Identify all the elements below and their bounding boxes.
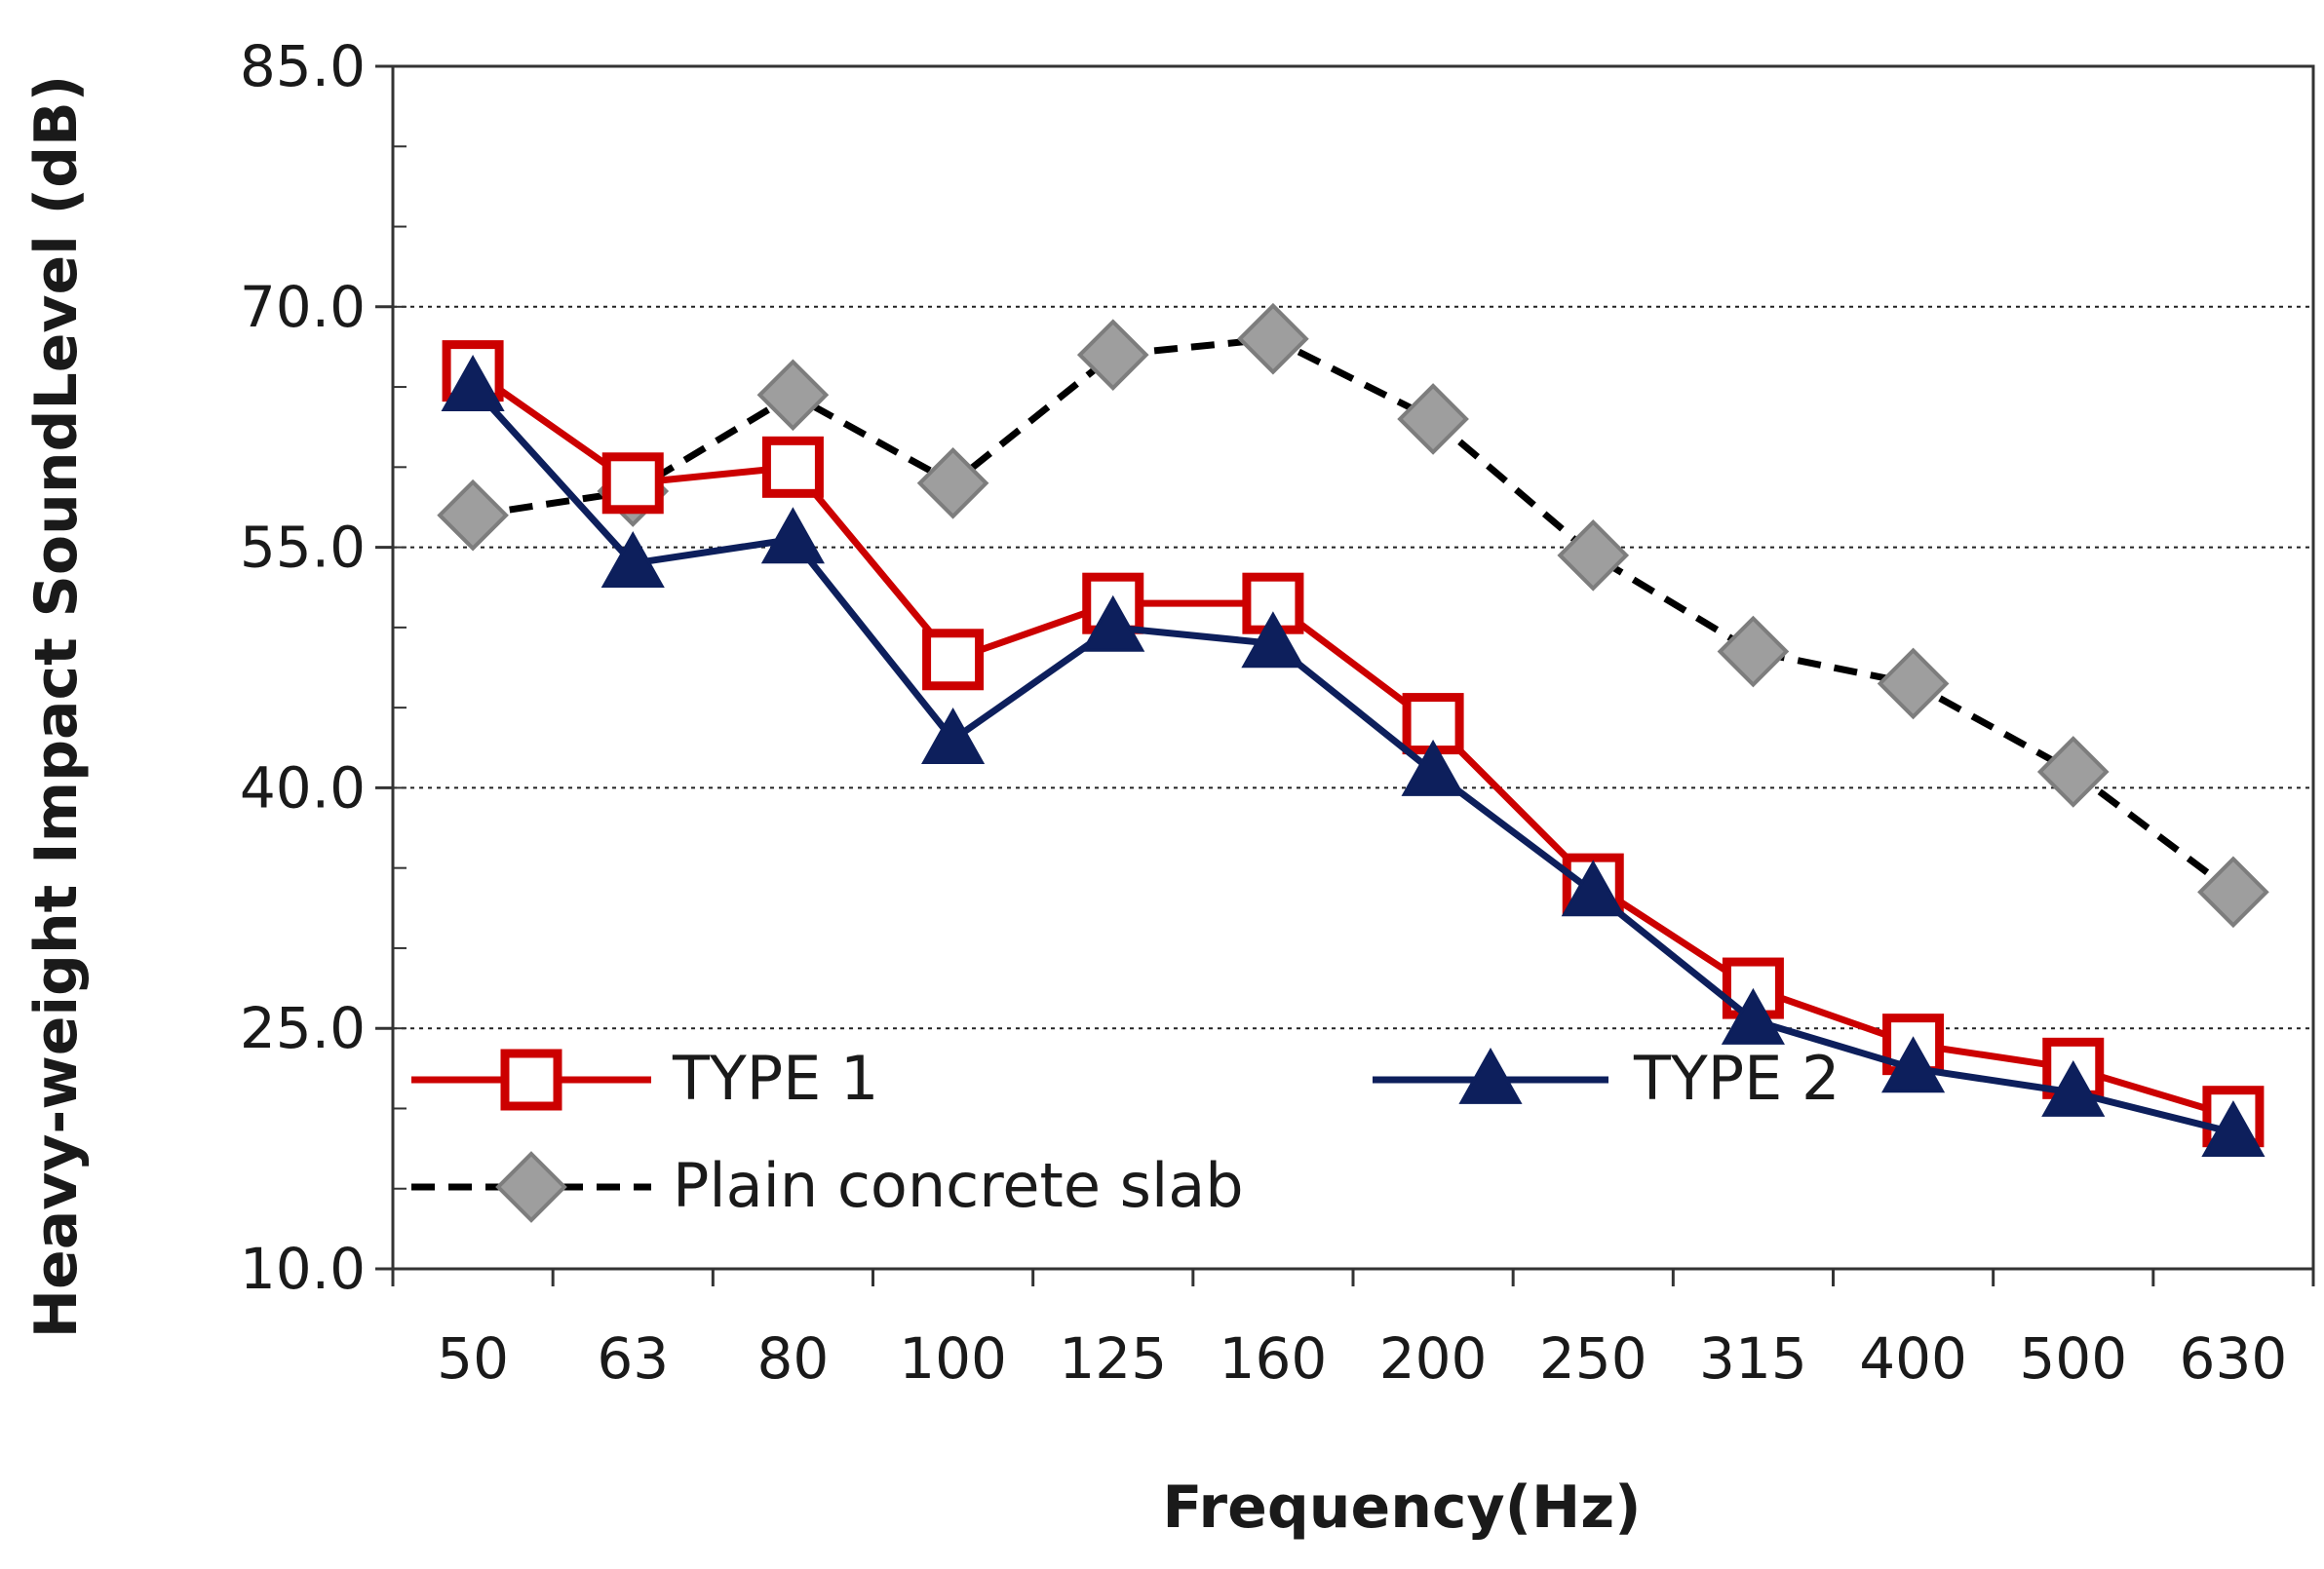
legend-item: TYPE 2 [1373, 1043, 1840, 1114]
legend-label: TYPE 2 [1633, 1043, 1840, 1114]
data-point [2041, 1059, 2106, 1117]
x-tick-label: 100 [899, 1325, 1007, 1392]
data-point [600, 530, 665, 588]
series [437, 302, 2269, 1158]
series-line [472, 335, 2236, 896]
y-tick-label: 55.0 [240, 515, 366, 581]
x-tick-label: 50 [437, 1325, 509, 1392]
series-2 [437, 302, 2269, 929]
data-point [437, 478, 509, 552]
legend-marker [500, 1049, 562, 1111]
data-point [1557, 518, 1630, 592]
data-point [1237, 302, 1309, 375]
data-point [2197, 856, 2269, 929]
y-tick-label: 85.0 [240, 33, 366, 99]
legend-label: Plain concrete slab [673, 1150, 1244, 1221]
data-point [1881, 1036, 1946, 1093]
x-tick-label: 630 [2180, 1325, 2288, 1392]
legend: TYPE 1 TYPE 2 Plain concrete slab [411, 1043, 1840, 1223]
data-point [756, 359, 830, 432]
data-point [1717, 615, 1790, 688]
x-tick-label: 160 [1220, 1325, 1328, 1392]
data-point [601, 452, 664, 515]
y-tick-label: 40.0 [240, 754, 366, 821]
data-point [1877, 647, 1950, 720]
gridlines [393, 305, 2313, 1030]
x-tick-label: 500 [2019, 1325, 2127, 1392]
series-line [470, 384, 2234, 1136]
data-point [760, 507, 825, 564]
axes: 85.0 70.0 55.0 40.0 25.0 10.0 50 63 80 100 125 160 2… [240, 33, 2315, 1392]
data-point [1561, 860, 1625, 917]
x-tick-label: 250 [1539, 1325, 1647, 1392]
legend-item: Plain concrete slab [411, 1150, 1244, 1223]
x-axis-title: Frequency(Hz) [1162, 1473, 1641, 1542]
data-point [761, 436, 824, 498]
legend-label: TYPE 1 [672, 1043, 878, 1114]
data-point [1401, 739, 1465, 796]
series-1 [441, 355, 2266, 1158]
data-point [1241, 611, 1305, 669]
data-point [1081, 594, 1145, 652]
series-0 [442, 340, 2265, 1148]
data-point [921, 707, 986, 764]
data-point [441, 355, 505, 411]
x-tick-label: 63 [597, 1325, 669, 1392]
x-tick-label: 400 [1859, 1325, 1967, 1392]
y-tick-label: 10.0 [240, 1236, 366, 1302]
data-point [1076, 319, 1149, 391]
x-tick-label: 125 [1059, 1325, 1167, 1392]
y-tick-label: 70.0 [240, 274, 366, 340]
data-point [916, 446, 989, 519]
legend-item: TYPE 1 [411, 1043, 878, 1114]
data-point [922, 629, 985, 691]
y-tick-label: 25.0 [240, 995, 366, 1061]
x-tick-label: 80 [757, 1325, 830, 1392]
data-point [2036, 736, 2110, 808]
data-point [2201, 1100, 2266, 1158]
x-tick-label: 200 [1379, 1325, 1488, 1392]
legend-marker [1458, 1047, 1523, 1104]
legend-marker [495, 1151, 567, 1223]
data-point [1397, 383, 1469, 455]
x-tick-label: 315 [1699, 1325, 1807, 1392]
data-point [1721, 987, 1785, 1045]
series-line [471, 367, 2234, 1121]
y-axis-title: Heavy-weight Impact SoundLevel (dB) [22, 75, 91, 1338]
